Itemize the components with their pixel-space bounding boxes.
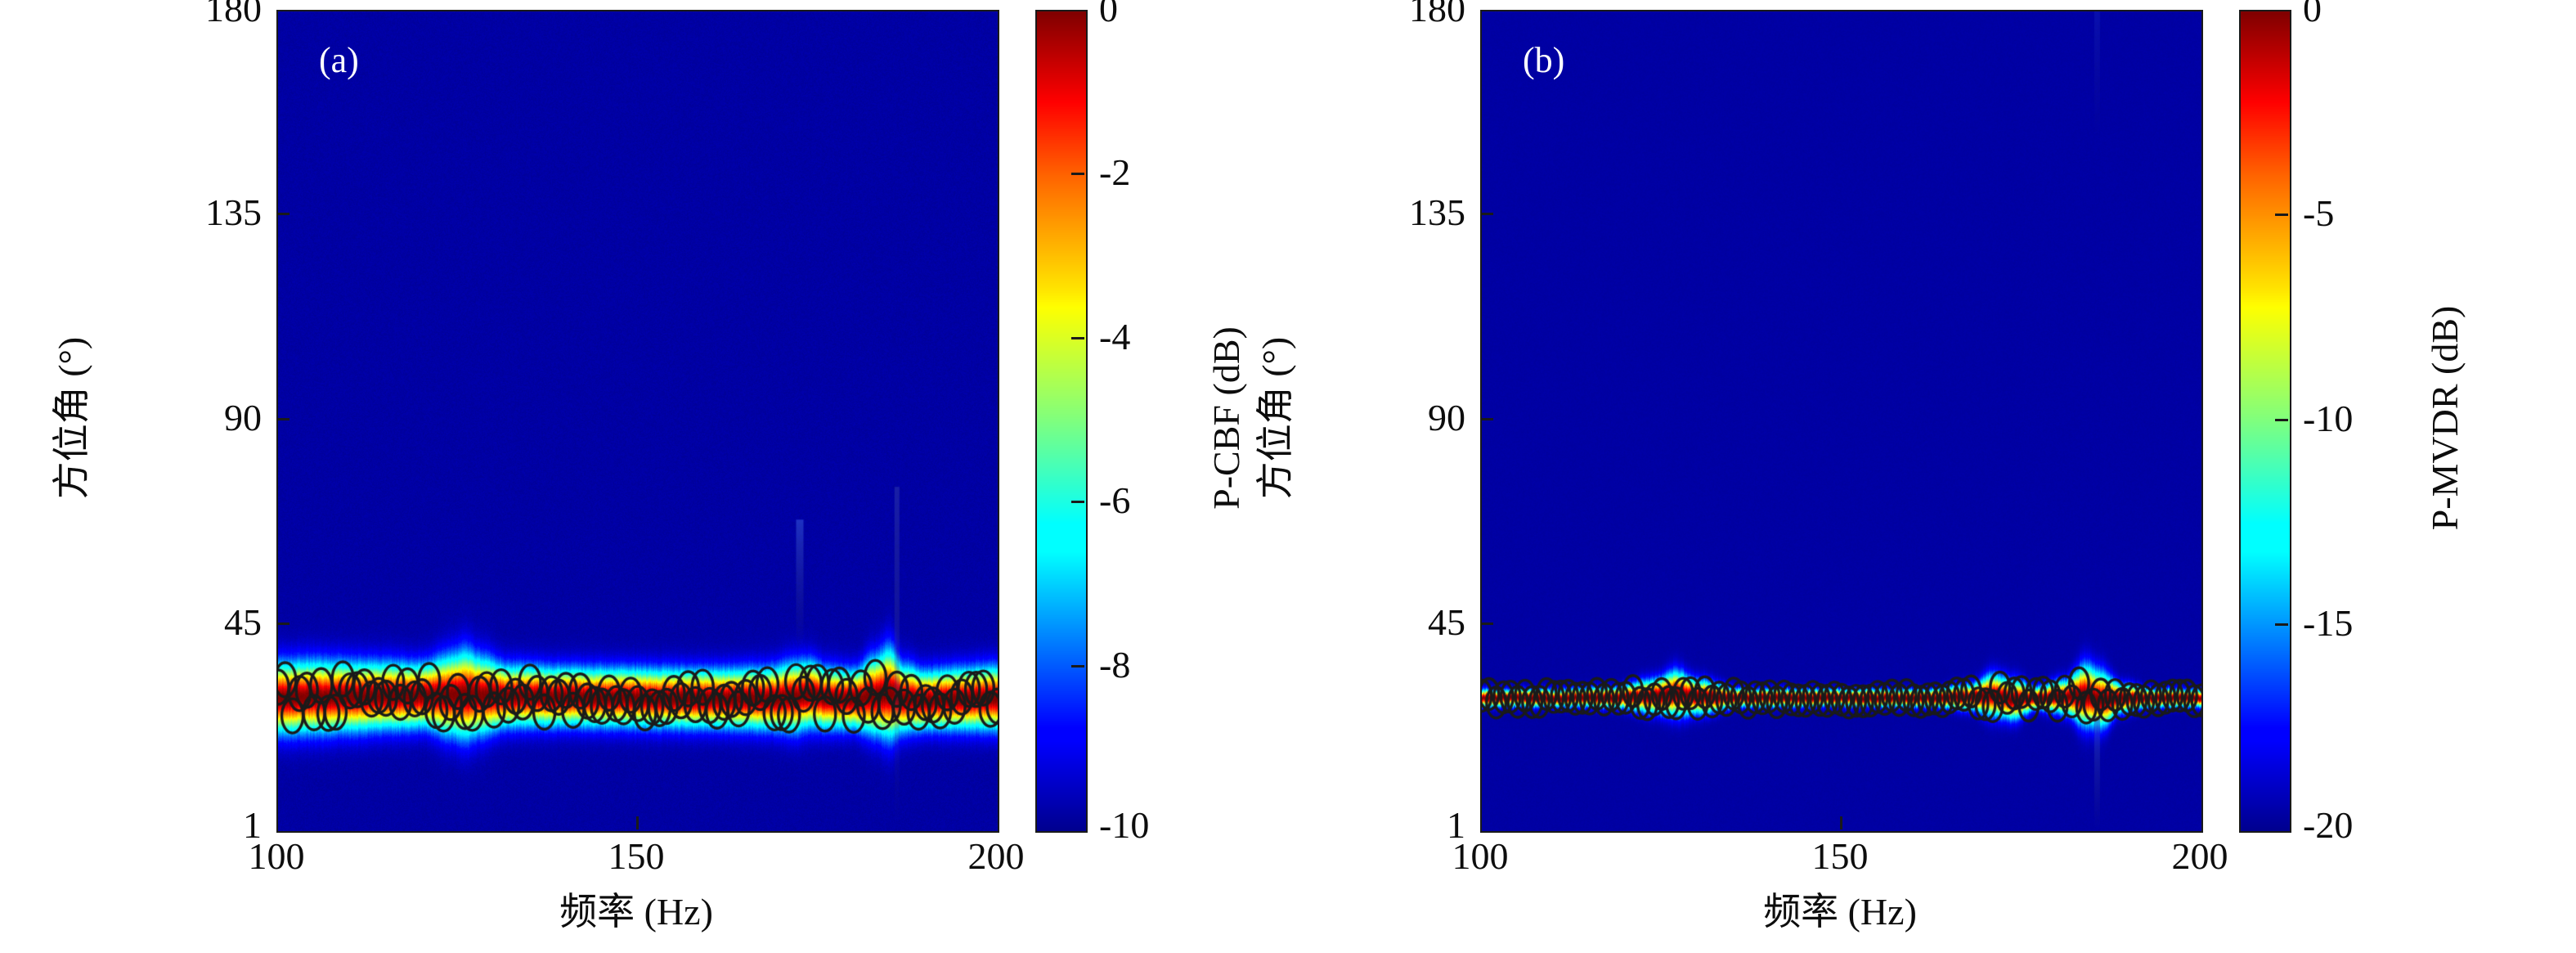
heatmap-canvas-a (278, 11, 998, 831)
cbtickmark-a-m6 (1071, 501, 1084, 503)
ylabel-b: 方位角 (°) (1254, 336, 1296, 500)
cbtick-a-m6: -6 (1099, 479, 1131, 521)
colorbar-b (2239, 10, 2291, 833)
xtick-b-100: 100 (1452, 835, 1509, 877)
xlabel-a: 频率 (Hz) (559, 891, 713, 933)
colorbar-label-b: P-MVDR (dB) (2424, 305, 2466, 531)
cbtick-a-0: 0 (1099, 0, 1118, 29)
cbtickmark-b-m15 (2275, 623, 2288, 626)
cbtick-b-0: 0 (2303, 0, 2322, 29)
ytickmark-a-135 (276, 213, 289, 215)
ylabel-a: 方位角 (°) (51, 336, 92, 500)
cbtick-a-m10: -10 (1099, 804, 1150, 846)
heatmap-canvas-b (1482, 11, 2201, 831)
ytickmark-a-90 (276, 418, 289, 420)
ytick-b-45: 45 (1428, 601, 1465, 643)
xtickmark-b-150 (1840, 816, 1842, 829)
xtick-a-200: 200 (967, 835, 1025, 877)
cbtick-a-m4: -4 (1099, 316, 1131, 357)
colorbar-gradient-b (2241, 11, 2290, 831)
xtick-a-150: 150 (608, 835, 665, 877)
colorbar-gradient-a (1037, 11, 1086, 831)
ytickmark-b-135 (1480, 213, 1493, 215)
panel-tag-a: (a) (319, 40, 359, 80)
cbtickmark-a-m4 (1071, 337, 1084, 339)
ytick-b-180: 180 (1409, 0, 1465, 29)
ytickmark-b-90 (1480, 418, 1493, 420)
xtick-b-150: 150 (1811, 835, 1869, 877)
ytick-a-90: 90 (224, 397, 262, 438)
cbtickmark-b-m5 (2275, 214, 2288, 216)
ytick-b-135: 135 (1409, 191, 1465, 233)
ytickmark-b-45 (1480, 623, 1493, 625)
colorbar-a (1035, 10, 1088, 833)
ytick-a-1: 1 (243, 804, 262, 846)
cbtick-b-m5: -5 (2303, 192, 2335, 234)
ytick-a-45: 45 (224, 601, 262, 643)
xtickmark-a-150 (636, 816, 639, 829)
cbtick-b-m10: -10 (2303, 398, 2354, 439)
xtick-a-100: 100 (248, 835, 305, 877)
cbtick-a-m8: -8 (1099, 644, 1131, 686)
xlabel-b: 频率 (Hz) (1763, 891, 1917, 933)
xtick-b-200: 200 (2171, 835, 2228, 877)
cbtick-b-m15: -15 (2303, 602, 2354, 644)
panel-tag-b: (b) (1523, 40, 1565, 80)
cbtickmark-a-m2 (1071, 173, 1084, 175)
cbtickmark-a-m8 (1071, 665, 1084, 668)
ytick-b-1: 1 (1447, 804, 1465, 846)
cbtick-b-m20: -20 (2303, 804, 2354, 846)
ytickmark-a-45 (276, 623, 289, 625)
colorbar-label-a: P-CBF (dB) (1205, 326, 1247, 510)
cbtickmark-b-m10 (2275, 419, 2288, 421)
plot-area-b (1480, 10, 2203, 833)
cbtick-a-m2: -2 (1099, 151, 1131, 193)
plot-area-a (276, 10, 999, 833)
ytick-b-90: 90 (1428, 397, 1465, 438)
ytick-a-135: 135 (205, 191, 262, 233)
ytick-a-180: 180 (205, 0, 262, 29)
